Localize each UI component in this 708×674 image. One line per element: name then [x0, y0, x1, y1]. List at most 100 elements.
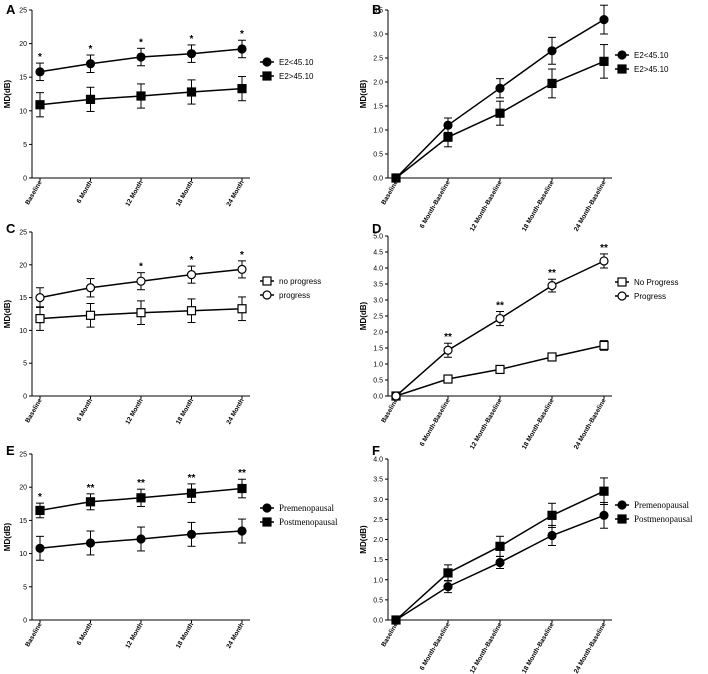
- data-point: [237, 304, 247, 314]
- y-tick-label: 1.5: [373, 557, 383, 564]
- data-point: [443, 345, 453, 355]
- data-point: [85, 283, 96, 293]
- y-tick-label: 5: [23, 142, 27, 149]
- legend-item: Premenopausal: [615, 500, 689, 510]
- y-tick-label: 0: [23, 618, 27, 625]
- y-tick-label: 3.0: [373, 32, 383, 39]
- data-point: [136, 308, 146, 318]
- x-category-label: Baseline: [380, 179, 400, 206]
- panel-letter: C: [6, 221, 16, 236]
- x-category-label: 24 Month: [225, 621, 245, 649]
- y-tick-label: 0.5: [373, 152, 383, 159]
- data-point: [186, 488, 197, 498]
- legend-label: E2>45.10: [279, 72, 314, 81]
- legend-marker: [262, 517, 272, 527]
- panel-letter: E: [6, 443, 15, 458]
- legend: No Progress Progress: [615, 277, 678, 301]
- significance-marker: *: [89, 44, 93, 55]
- y-tick-label: 4.5: [373, 250, 383, 257]
- data-point: [599, 340, 609, 351]
- data-point: [443, 568, 453, 578]
- legend-marker: [262, 290, 272, 300]
- data-point: [495, 541, 505, 551]
- legend-item: Premenopausal: [260, 503, 334, 513]
- y-tick-label: 3.0: [373, 497, 383, 504]
- y-tick-label: 20: [19, 485, 27, 492]
- y-tick-label: 4.0: [373, 457, 383, 464]
- series-1: [391, 501, 609, 625]
- panel-letter: D: [372, 221, 381, 236]
- x-category-label: 6 Month: [76, 621, 95, 646]
- y-tick-label: 20: [19, 41, 27, 48]
- significance-marker: **: [137, 478, 145, 489]
- legend-label: Postmenopausal: [279, 517, 338, 527]
- x-category-label: 6 Month: [76, 179, 95, 204]
- data-point: [186, 306, 197, 316]
- y-tick-label: 5.0: [373, 234, 383, 241]
- y-axis-label: MD(dB): [359, 79, 368, 108]
- legend: Premenopausal Postmenopausal: [260, 503, 338, 527]
- y-tick-label: 25: [19, 452, 27, 459]
- data-point: [136, 91, 146, 101]
- data-point: [85, 497, 96, 507]
- data-point: [136, 52, 146, 62]
- y-tick-label: 3.0: [373, 298, 383, 305]
- panel-letter: F: [372, 443, 380, 458]
- y-tick-label: 0: [23, 394, 27, 401]
- x-category-label: Baseline: [380, 621, 400, 648]
- y-tick-label: 10: [19, 108, 27, 115]
- panel-a: A 0 5 10 15 20 25 MD(dB) Baseline 6 Month 12 Month…: [3, 2, 314, 208]
- data-point: [35, 100, 45, 110]
- legend-item: Progress: [615, 291, 666, 301]
- y-tick-label: 2.0: [373, 330, 383, 337]
- significance-marker: **: [188, 473, 196, 484]
- data-point: [547, 510, 557, 520]
- y-tick-label: 10: [19, 328, 27, 335]
- data-point: [599, 15, 609, 25]
- legend-marker: [262, 57, 272, 67]
- legend-marker: [262, 276, 272, 286]
- legend-marker: [617, 291, 627, 301]
- data-point: [35, 293, 45, 303]
- x-category-label: 24 Month: [225, 397, 245, 425]
- y-tick-label: 1.5: [373, 104, 383, 111]
- y-tick-label: 0.0: [373, 618, 383, 625]
- legend-marker: [617, 500, 627, 510]
- x-category-label: 18 Month-Baseline: [521, 179, 556, 233]
- x-category-label: 12 Month: [124, 397, 144, 425]
- significance-marker: **: [600, 243, 608, 254]
- y-tick-label: 25: [19, 8, 27, 15]
- significance-marker: **: [444, 332, 452, 343]
- legend-label: E2<45.10: [279, 58, 314, 67]
- series-2: [35, 76, 247, 118]
- data-point: [443, 374, 453, 384]
- x-category-label: Baseline: [380, 397, 400, 424]
- x-category-label: 6 Month-Baseline: [419, 397, 452, 447]
- data-point: [35, 505, 45, 516]
- legend-item: Postmenopausal: [615, 514, 693, 524]
- legend-marker: [617, 514, 627, 524]
- legend-marker: [262, 503, 272, 513]
- y-tick-label: 5: [23, 584, 27, 591]
- data-point: [495, 313, 505, 324]
- legend-label: Postmenopausal: [634, 514, 693, 524]
- data-point: [35, 67, 45, 77]
- significance-marker: *: [139, 37, 143, 48]
- legend-item: progress: [260, 290, 310, 300]
- legend-item: E2>45.10: [615, 64, 669, 74]
- x-category-label: 24 Month-Baseline: [573, 621, 608, 674]
- data-point: [495, 364, 505, 375]
- y-axis-label: MD(dB): [3, 522, 12, 551]
- x-category-label: 6 Month-Baseline: [419, 621, 452, 671]
- data-point: [495, 108, 505, 118]
- legend-item: E2>45.10: [260, 71, 314, 81]
- series-2: [391, 253, 609, 401]
- data-point: [186, 529, 197, 539]
- panel-c: C 0 5 10 15 20 25 MD(dB) Baseline 6 Month 12 Month…: [3, 221, 321, 426]
- y-tick-label: 20: [19, 262, 27, 269]
- x-category-label: 24 Month: [225, 179, 245, 207]
- panel-letter: B: [372, 2, 381, 17]
- data-point: [85, 59, 96, 69]
- significance-marker: **: [496, 301, 504, 312]
- x-category-label: 18 Month: [175, 621, 195, 649]
